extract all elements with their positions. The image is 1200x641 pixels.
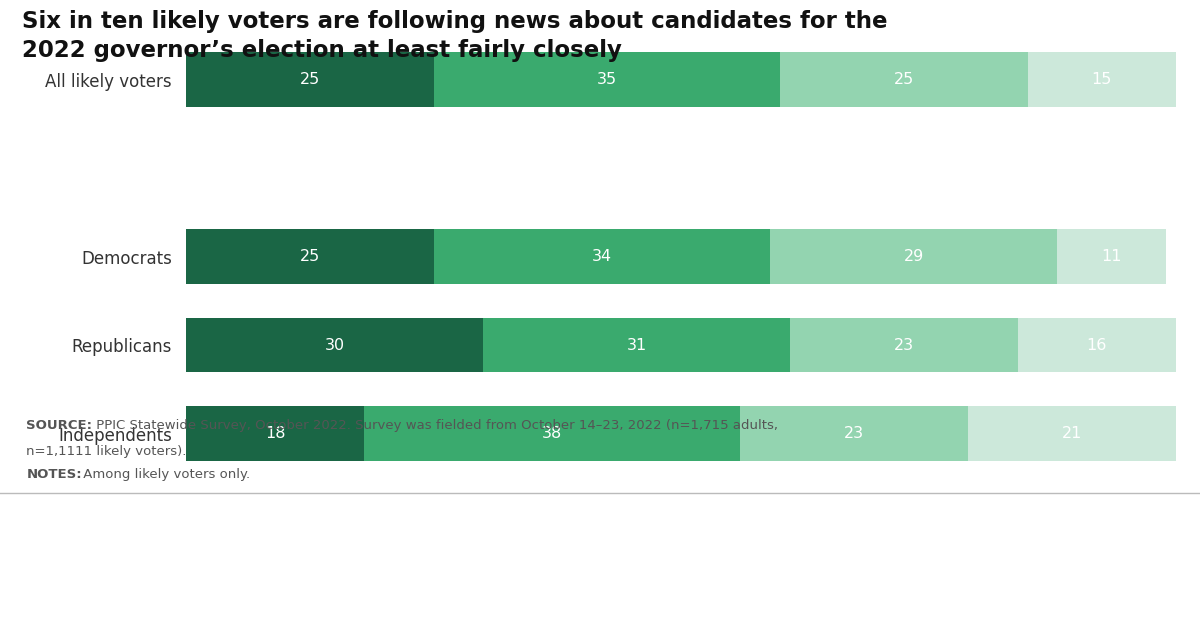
Bar xyxy=(1057,229,1166,284)
Bar xyxy=(740,406,968,461)
Text: PPIC Statewide Survey, October 2022. Survey was fielded from October 14–23, 2022: PPIC Statewide Survey, October 2022. Sur… xyxy=(92,419,779,432)
Text: 29: 29 xyxy=(904,249,924,264)
Text: 15: 15 xyxy=(1092,72,1112,87)
Text: NOTES:: NOTES: xyxy=(26,469,82,481)
Text: SOURCE:: SOURCE: xyxy=(26,419,92,432)
Text: 30: 30 xyxy=(324,338,344,353)
Bar xyxy=(1027,52,1176,107)
Text: 23: 23 xyxy=(894,338,914,353)
Bar xyxy=(968,406,1176,461)
Text: 21: 21 xyxy=(1062,426,1082,441)
Text: 38: 38 xyxy=(542,426,563,441)
Bar xyxy=(790,317,1018,372)
Text: 16: 16 xyxy=(1087,338,1106,353)
Bar xyxy=(365,406,740,461)
Text: 23: 23 xyxy=(844,426,864,441)
Text: 34: 34 xyxy=(592,249,612,264)
Bar xyxy=(433,229,770,284)
Bar xyxy=(1018,317,1176,372)
Bar xyxy=(186,229,433,284)
Bar xyxy=(186,317,482,372)
Text: 35: 35 xyxy=(596,72,617,87)
Text: 25: 25 xyxy=(300,72,320,87)
Text: 18: 18 xyxy=(265,426,286,441)
Bar xyxy=(186,52,433,107)
Text: n=1,1111 likely voters).: n=1,1111 likely voters). xyxy=(26,445,187,458)
Text: Six in ten likely voters are following news about candidates for the
2022 govern: Six in ten likely voters are following n… xyxy=(22,10,887,62)
Bar xyxy=(482,317,790,372)
Text: 25: 25 xyxy=(894,72,914,87)
Bar xyxy=(186,406,365,461)
Text: 11: 11 xyxy=(1102,249,1122,264)
Text: Among likely voters only.: Among likely voters only. xyxy=(79,469,251,481)
Text: 25: 25 xyxy=(300,249,320,264)
Text: 31: 31 xyxy=(626,338,647,353)
Bar xyxy=(780,52,1027,107)
Bar xyxy=(770,229,1057,284)
Bar xyxy=(433,52,780,107)
